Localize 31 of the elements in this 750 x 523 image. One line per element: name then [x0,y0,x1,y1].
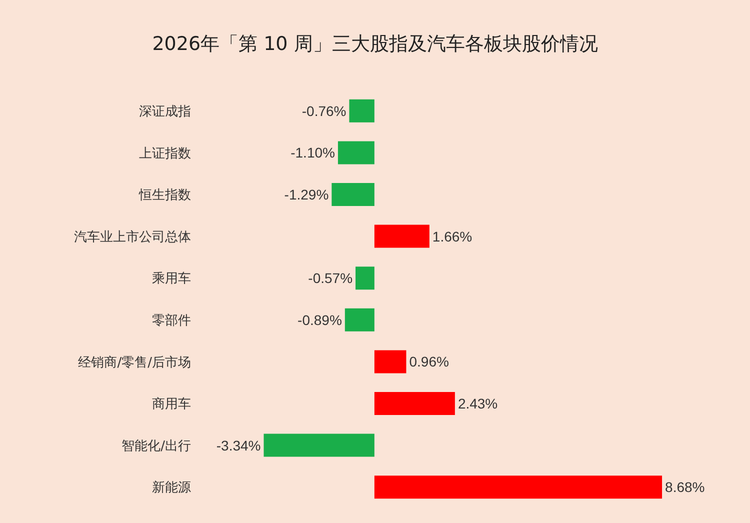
data-label: -0.76% [302,102,346,119]
y-tick-label: 乘用车 [152,272,191,287]
bar [356,266,374,290]
chart-title: 2026年「第 10 周」三大股指及汽车各板块股价情况 [152,32,598,55]
data-label: 0.96% [409,354,449,370]
data-label: -0.57% [308,270,353,286]
y-tick-label: 新能源 [152,480,191,496]
data-label: 1.66% [432,228,472,244]
y-tick-label: 上证指数 [139,146,191,162]
bar [344,308,374,332]
y-tick-label: 经销商/零售/后市场 [78,355,191,370]
bar [374,476,662,499]
data-label: -1.10% [290,144,335,161]
data-label: 2.43% [458,395,498,412]
bar [332,183,374,206]
bar [374,224,430,248]
data-label: -1.29% [284,186,329,203]
bar [374,350,406,374]
y-tick-label: 商用车 [152,397,191,412]
y-tick-label: 零部件 [152,313,191,328]
bar [374,392,455,415]
y-tick-label: 智能化/出行 [122,438,191,454]
bar [338,141,374,164]
y-tick-label: 恒生指数 [138,188,191,204]
y-tick-label: 汽车业上市公司总体 [74,230,191,245]
bar [264,434,374,457]
data-label: -0.89% [298,312,342,328]
data-label: 8.68% [665,479,705,496]
y-tick-label: 深证成指 [139,104,191,120]
bar [349,99,374,122]
data-label: -3.34% [216,437,261,454]
